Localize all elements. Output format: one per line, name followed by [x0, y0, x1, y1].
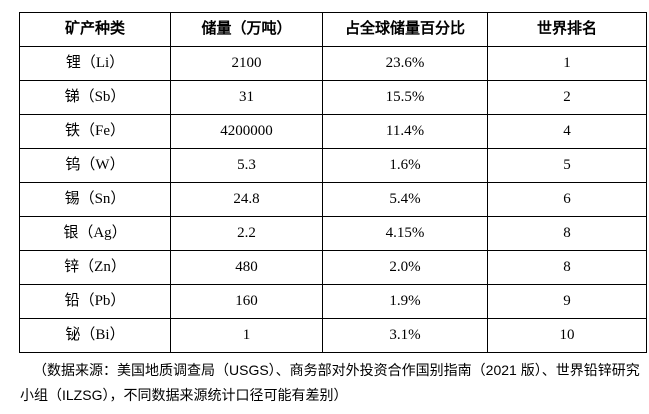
- cell-mineral: 锌（Zn）: [19, 250, 171, 285]
- cell-global-share: 3.1%: [322, 318, 488, 353]
- header-row: 矿产种类 储量（万吨） 占全球储量百分比 世界排名: [19, 12, 647, 47]
- cell-world-rank: 2: [487, 80, 647, 115]
- col-header-world-rank: 世界排名: [487, 12, 647, 47]
- cell-reserves: 4200000: [170, 114, 323, 149]
- table-row: 铁（Fe） 4200000 11.4% 4: [19, 114, 647, 149]
- cell-global-share: 4.15%: [322, 216, 488, 251]
- cell-global-share: 2.0%: [322, 250, 488, 285]
- table-row: 锑（Sb） 31 15.5% 2: [19, 80, 647, 115]
- cell-world-rank: 5: [487, 148, 647, 183]
- col-header-global-share: 占全球储量百分比: [322, 12, 488, 47]
- cell-mineral: 锡（Sn）: [19, 182, 171, 217]
- table-row: 钨（W） 5.3 1.6% 5: [19, 148, 647, 183]
- cell-reserves: 480: [170, 250, 323, 285]
- cell-world-rank: 6: [487, 182, 647, 217]
- table-row: 铋（Bi） 1 3.1% 10: [19, 318, 647, 353]
- cell-reserves: 24.8: [170, 182, 323, 217]
- col-header-mineral-type: 矿产种类: [19, 12, 171, 47]
- cell-global-share: 5.4%: [322, 182, 488, 217]
- cell-world-rank: 1: [487, 46, 647, 81]
- col-header-reserves: 储量（万吨）: [170, 12, 323, 47]
- table-row: 银（Ag） 2.2 4.15% 8: [19, 216, 647, 251]
- cell-global-share: 15.5%: [322, 80, 488, 115]
- cell-mineral: 钨（W）: [19, 148, 171, 183]
- table-row: 铅（Pb） 160 1.9% 9: [19, 284, 647, 319]
- cell-world-rank: 4: [487, 114, 647, 149]
- cell-world-rank: 8: [487, 216, 647, 251]
- cell-reserves: 1: [170, 318, 323, 353]
- cell-reserves: 2100: [170, 46, 323, 81]
- cell-mineral: 铅（Pb）: [19, 284, 171, 319]
- data-source-note: （数据来源：美国地质调查局（USGS）、商务部对外投资合作国别指南（2021 版…: [20, 362, 640, 403]
- cell-global-share: 1.6%: [322, 148, 488, 183]
- cell-mineral: 锂（Li）: [19, 46, 171, 81]
- cell-global-share: 11.4%: [322, 114, 488, 149]
- cell-mineral: 铁（Fe）: [19, 114, 171, 149]
- cell-reserves: 31: [170, 80, 323, 115]
- cell-world-rank: 9: [487, 284, 647, 319]
- mineral-reserves-table: 矿产种类 储量（万吨） 占全球储量百分比 世界排名 锂（Li） 2100 23.…: [19, 12, 647, 353]
- cell-mineral: 铋（Bi）: [19, 318, 171, 353]
- cell-world-rank: 10: [487, 318, 647, 353]
- cell-global-share: 23.6%: [322, 46, 488, 81]
- cell-global-share: 1.9%: [322, 284, 488, 319]
- table-row: 锡（Sn） 24.8 5.4% 6: [19, 182, 647, 217]
- cell-reserves: 160: [170, 284, 323, 319]
- cell-reserves: 5.3: [170, 148, 323, 183]
- table-row: 锂（Li） 2100 23.6% 1: [19, 46, 647, 81]
- table-row: 锌（Zn） 480 2.0% 8: [19, 250, 647, 285]
- cell-mineral: 锑（Sb）: [19, 80, 171, 115]
- cell-world-rank: 8: [487, 250, 647, 285]
- cell-reserves: 2.2: [170, 216, 323, 251]
- cell-mineral: 银（Ag）: [19, 216, 171, 251]
